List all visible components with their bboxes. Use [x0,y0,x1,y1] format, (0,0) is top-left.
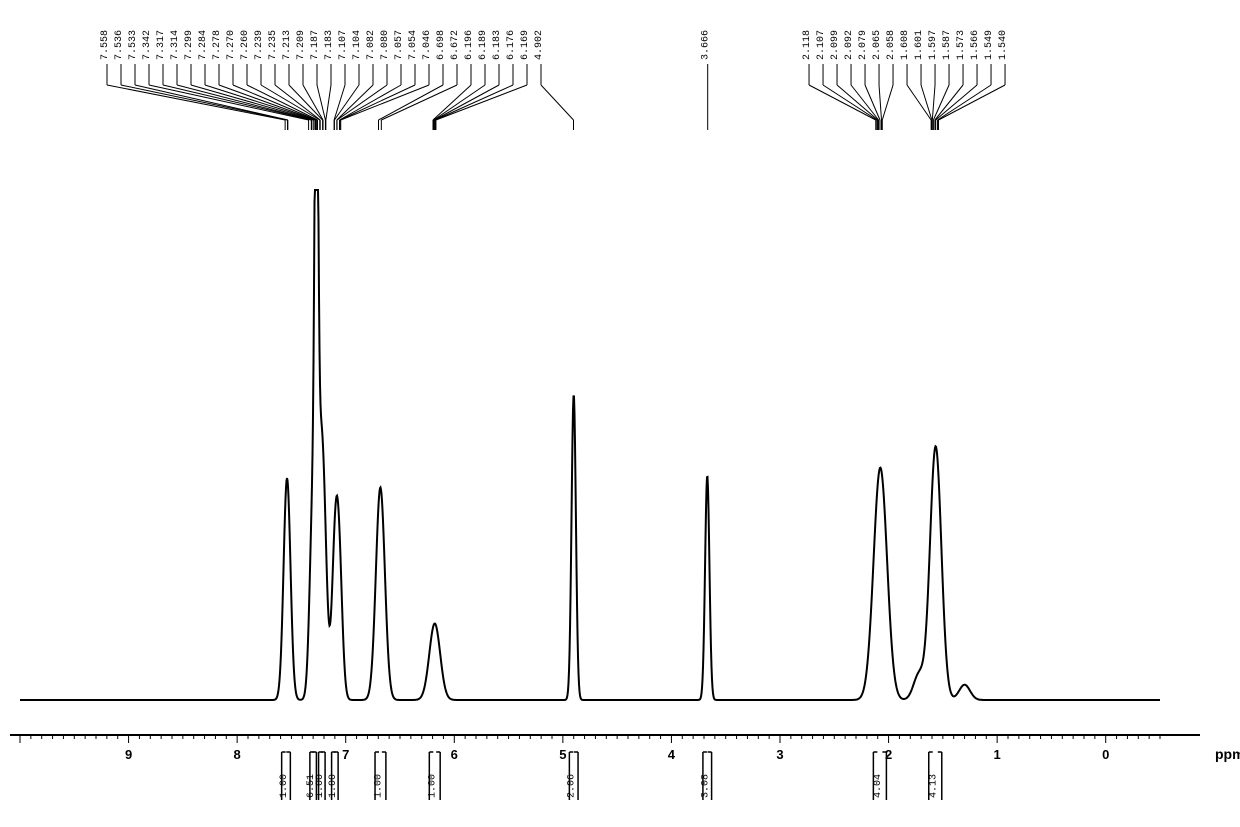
peak-label: 7.278 [212,30,223,60]
peak-label: 7.082 [366,30,377,60]
peak-label: 7.536 [114,30,125,60]
peak-label: 7.558 [100,30,111,60]
peak-label: 7.317 [156,30,167,60]
integral-value: 1.00 [428,774,439,798]
peak-label: 7.054 [408,30,419,60]
peak-label: 2.118 [802,30,813,60]
peak-label: 7.239 [254,30,265,60]
axis-tick-label: 5 [559,747,566,762]
integral-value: 1.00 [315,774,326,798]
peak-label: 1.601 [914,30,925,60]
axis-tick-label: 4 [668,747,676,762]
integral-value: 4.04 [873,774,884,798]
peak-label: 7.533 [128,30,139,60]
peak-label: 1.566 [970,30,981,60]
peak-label: 7.107 [338,30,349,60]
axis-tick-label: 8 [234,747,241,762]
integral-value: 4.13 [928,774,939,798]
axis-tick-label: 7 [342,747,349,762]
peak-label: 7.104 [352,30,363,60]
peak-label: 2.099 [830,30,841,60]
peak-label: 2.092 [844,30,855,60]
peak-label: 7.270 [226,30,237,60]
axis-tick-label: 6 [451,747,458,762]
peak-label: 7.209 [296,30,307,60]
peak-label: 4.902 [534,30,545,60]
peak-label: 7.057 [394,30,405,60]
peak-label: 6.189 [478,30,489,60]
peak-label: 6.183 [492,30,503,60]
peak-label: 6.176 [506,30,517,60]
peak-label: 2.058 [886,30,897,60]
peak-label: 6.196 [464,30,475,60]
integral-value: 3.08 [700,774,711,798]
peak-label: 7.314 [170,30,181,60]
chart-bg [0,0,1240,827]
peak-label: 1.597 [928,30,939,60]
peak-label: 6.169 [520,30,531,60]
integral-value: 2.06 [567,774,578,798]
peak-label: 7.187 [310,30,321,60]
axis-label: ppm [1215,746,1240,762]
peak-label: 2.065 [872,30,883,60]
peak-label: 1.540 [998,30,1009,60]
peak-label: 1.587 [942,30,953,60]
peak-label: 7.046 [422,30,433,60]
peak-label: 2.079 [858,30,869,60]
peak-label: 7.213 [282,30,293,60]
peak-label: 1.608 [900,30,911,60]
peak-label: 1.573 [956,30,967,60]
peak-label: 1.549 [984,30,995,60]
axis-tick-label: 3 [776,747,783,762]
peak-label: 7.235 [268,30,279,60]
peak-label: 7.342 [142,30,153,60]
peak-label: 3.666 [701,30,712,60]
peak-label: 6.672 [450,30,461,60]
peak-label: 7.260 [240,30,251,60]
peak-label: 7.284 [198,30,209,60]
peak-label: 7.080 [380,30,391,60]
integral-value: 1.00 [328,774,339,798]
peak-label: 7.299 [184,30,195,60]
nmr-svg: 9876543210ppm7.5587.5367.5337.3427.3177.… [0,0,1240,827]
nmr-spectrum-chart: 9876543210ppm7.5587.5367.5337.3427.3177.… [0,0,1240,827]
peak-label: 6.698 [436,30,447,60]
axis-tick-label: 9 [125,747,132,762]
axis-tick-label: 1 [994,747,1001,762]
integral-value: 1.00 [279,774,290,798]
peak-label: 7.183 [324,30,335,60]
integral-value: 1.00 [373,774,384,798]
peak-label: 2.107 [816,30,827,60]
axis-tick-label: 0 [1102,747,1109,762]
